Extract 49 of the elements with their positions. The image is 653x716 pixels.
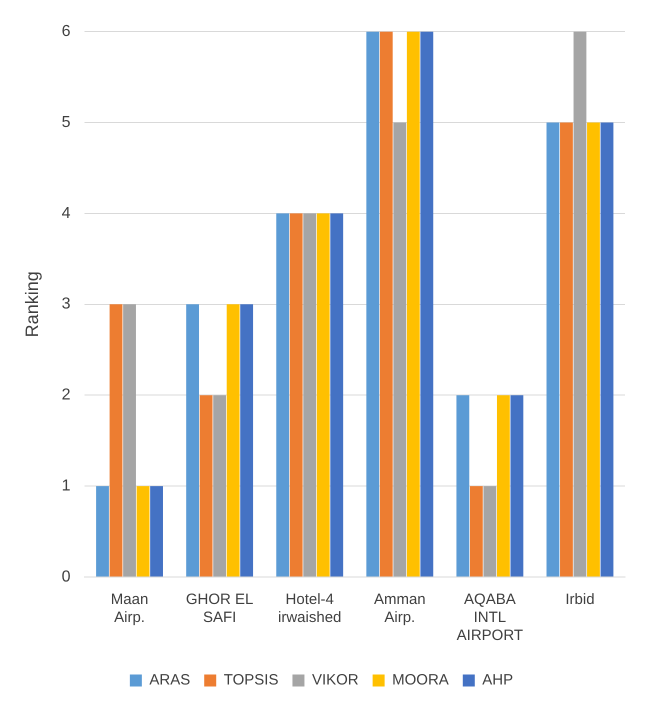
bar: [483, 486, 496, 576]
bar: [276, 213, 290, 576]
bar: [290, 213, 303, 576]
bar: [546, 122, 560, 576]
legend-label: MOORA: [392, 672, 449, 689]
bar: [406, 32, 420, 576]
x-tick-label: GHOR EL SAFI: [186, 591, 254, 626]
bar: [303, 213, 316, 576]
bar: [213, 395, 226, 576]
legend-label: ARAS: [149, 672, 190, 689]
x-tick-label: Irbid: [565, 591, 595, 608]
y-tick-label: 4: [62, 204, 71, 222]
y-tick-label: 3: [62, 296, 71, 313]
y-tick-label: 5: [62, 114, 71, 131]
bar: [456, 395, 470, 576]
bar: [200, 395, 213, 576]
bar: [150, 486, 163, 576]
legend-label: VIKOR: [312, 672, 359, 689]
bar: [496, 395, 510, 576]
bar: [587, 122, 600, 576]
y-axis-title: Ranking: [22, 271, 42, 338]
bar: [574, 32, 586, 576]
bar: [240, 304, 254, 576]
bar: [226, 304, 240, 576]
x-tick-label: AQABA INTL AIRPORT: [456, 591, 524, 644]
bar: [136, 486, 150, 576]
bar: [470, 486, 483, 576]
bar: [560, 122, 573, 576]
bar: [510, 395, 524, 576]
x-tick-label: Hotel-4 irwaished: [278, 591, 342, 626]
bar: [123, 304, 136, 576]
legend-label: AHP: [482, 672, 514, 689]
y-tick-label: 6: [62, 23, 71, 40]
bar: [316, 213, 330, 576]
y-tick-label: 2: [62, 386, 71, 404]
legend-label: TOPSIS: [224, 672, 278, 689]
bar: [330, 213, 344, 576]
y-tick-label: 0: [62, 568, 71, 586]
bar: [96, 486, 109, 576]
bar: [600, 122, 614, 576]
bar: [380, 32, 393, 576]
x-tick-label: Amman Airp.: [374, 591, 426, 626]
bar: [110, 304, 122, 576]
bar: [186, 304, 200, 576]
bar: [366, 32, 380, 576]
bar: [393, 122, 406, 576]
x-tick-label: Maan Airp.: [110, 591, 148, 626]
bar: [420, 32, 434, 576]
y-tick-label: 1: [62, 478, 71, 495]
